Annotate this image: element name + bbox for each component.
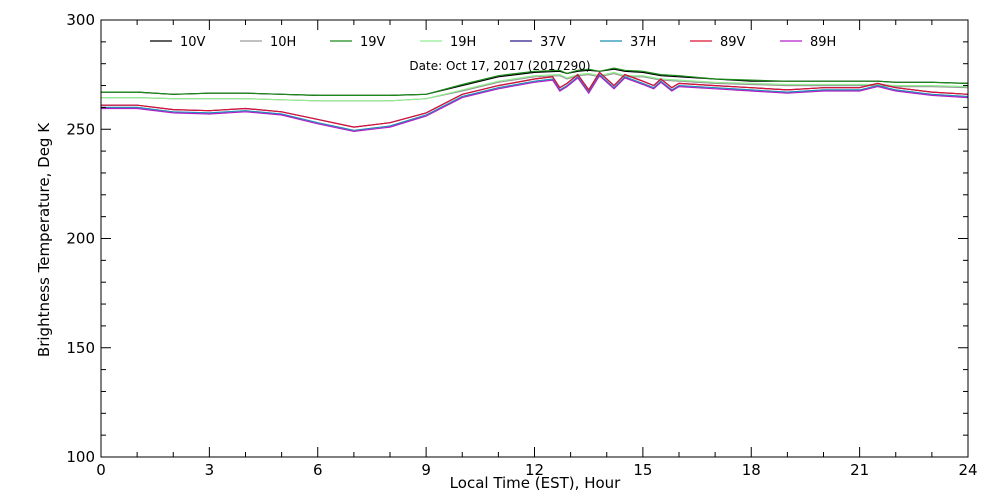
y-tick-label: 200 <box>66 230 95 248</box>
legend-label-37V: 37V <box>540 35 566 50</box>
date-annotation: Date: Oct 17, 2017 (2017290) <box>409 59 590 73</box>
x-tick-label: 12 <box>525 461 544 479</box>
series-line-19H <box>101 71 969 102</box>
x-tick-label: 0 <box>96 461 106 479</box>
legend-label-19V: 19V <box>360 35 386 50</box>
x-tick-label: 3 <box>205 461 215 479</box>
y-tick-label: 250 <box>66 120 95 138</box>
legend-label-10H: 10H <box>270 35 296 50</box>
legend-label-89V: 89V <box>720 35 746 50</box>
x-tick-label: 18 <box>742 461 761 479</box>
x-tick-label: 6 <box>313 461 323 479</box>
x-tick-label: 24 <box>958 461 977 479</box>
x-axis-label: Local Time (EST), Hour <box>450 474 621 492</box>
axes: 0 3 6 9 12 15 18 21 24 100 150 200 250 300 <box>66 11 977 479</box>
y-tick-label: 100 <box>66 448 95 466</box>
legend-label-19H: 19H <box>450 35 476 50</box>
x-tick-label: 21 <box>850 461 869 479</box>
series-line-89V <box>101 71 969 128</box>
series-line-37H <box>101 73 969 131</box>
legend-label-89H: 89H <box>810 35 836 50</box>
y-tick-label: 150 <box>66 339 95 357</box>
x-tick-label: 15 <box>633 461 652 479</box>
series-line-89H <box>101 74 969 133</box>
legend-label-37H: 37H <box>630 35 656 50</box>
y-axis-label: Brightness Temperature, Deg K <box>35 122 53 357</box>
series-line-19V <box>101 67 969 97</box>
x-tick-label: 9 <box>421 461 431 479</box>
series-lines <box>101 67 969 133</box>
legend: 10V 10H 19V 19H 37V 37H 89V 89H <box>150 35 836 50</box>
y-tick-label: 300 <box>66 11 95 29</box>
legend-label-10V: 10V <box>180 35 206 50</box>
